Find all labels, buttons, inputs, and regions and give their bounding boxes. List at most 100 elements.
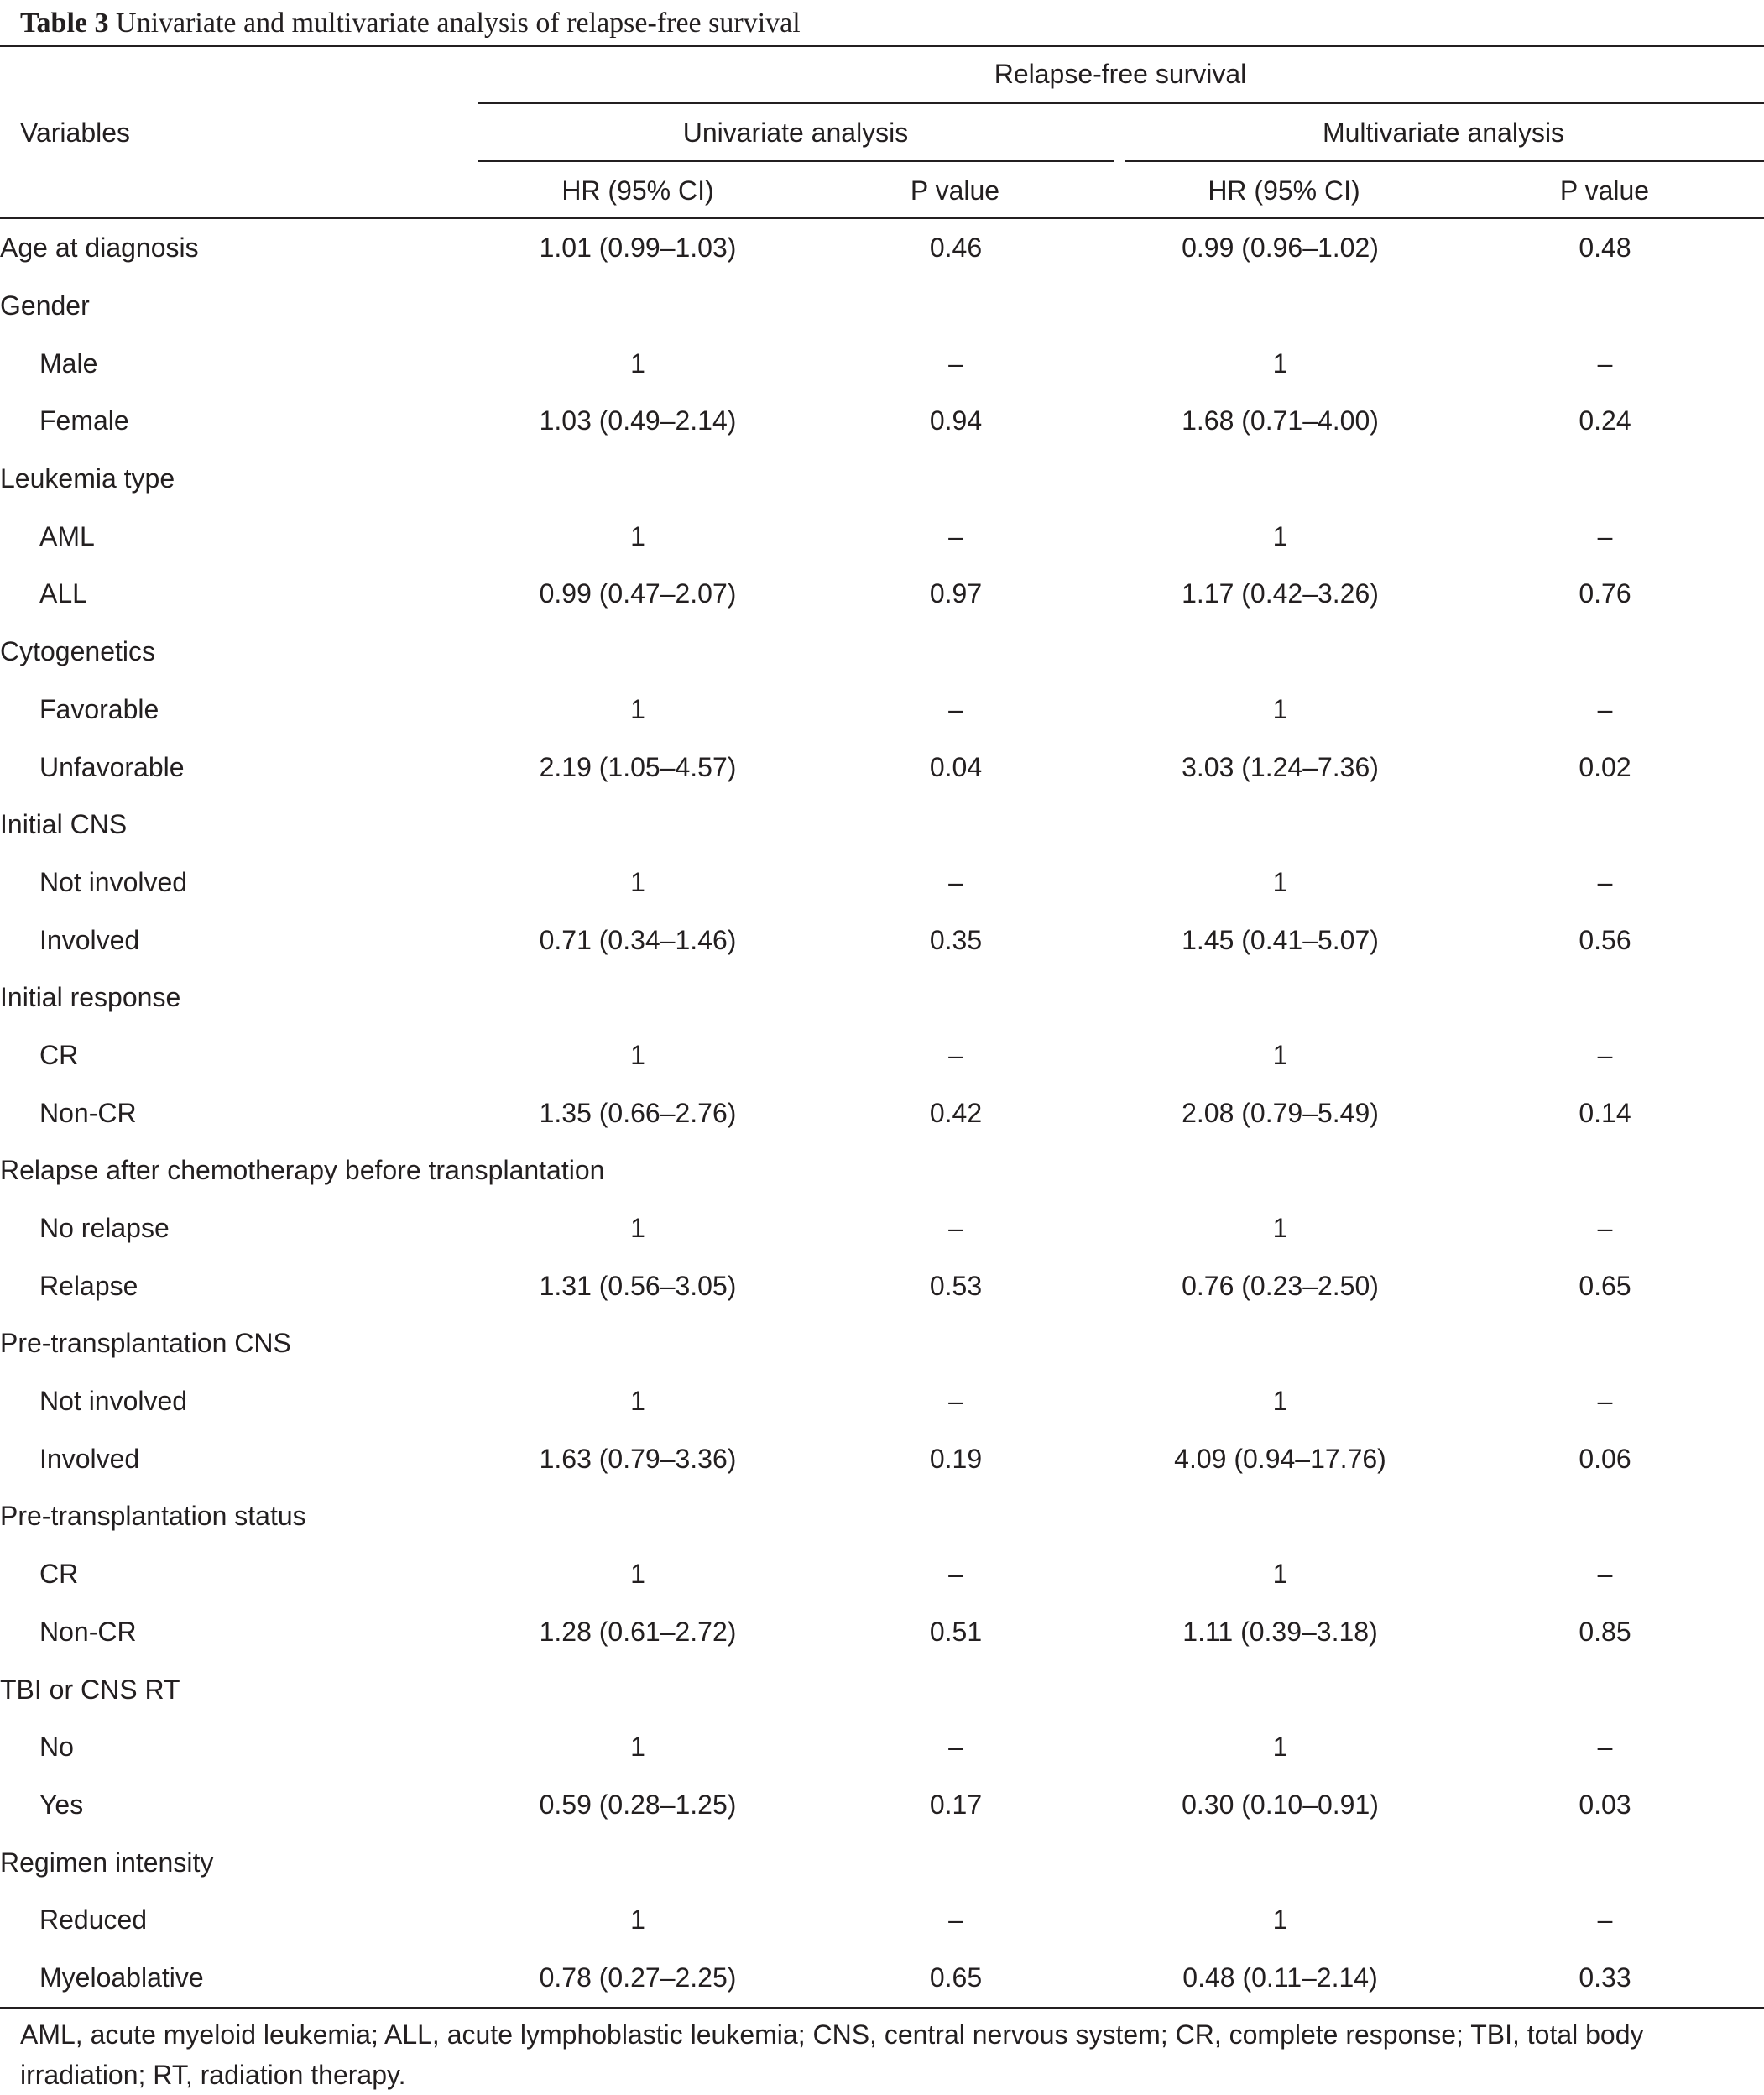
univariate-hr-header: HR (95% CI) [561, 175, 714, 206]
univariate-p-cell [797, 796, 1114, 854]
univariate-p-header: P value [910, 175, 1000, 206]
data-table: Age at diagnosis 1.01 (0.99–1.03) 0.46 0.99… [0, 219, 1764, 2006]
table-row: Myeloablative 0.78 (0.27–2.25) 0.65 0.48 (0… [0, 1949, 1764, 2007]
multivariate-p-cell: – [1597, 1039, 1613, 1070]
multivariate-header: Multivariate analysis [1322, 118, 1565, 148]
variable-cell: TBI or CNS RT [0, 1674, 180, 1705]
multivariate-p-cell: 0.48 [1579, 232, 1631, 264]
multivariate-p-cell [1446, 1314, 1764, 1372]
univariate-hr-cell [478, 277, 797, 335]
variable-cell: Leukemia type [0, 463, 175, 494]
variable-cell: Not involved [39, 1386, 188, 1417]
table-row: Unfavorable 2.19 (1.05–4.57) 0.04 3.03 (1.2… [0, 738, 1764, 796]
univariate-p-cell: – [948, 1904, 963, 1936]
multivariate-hr-cell [1114, 1314, 1446, 1372]
multivariate-p-header: P value [1559, 175, 1650, 206]
univariate-hr-cell [478, 1833, 797, 1891]
multivariate-p-cell: 0.76 [1579, 578, 1631, 609]
multivariate-hr-cell: 1 [1272, 1213, 1288, 1244]
multivariate-hr-cell: 3.03 (1.24–7.36) [1182, 751, 1379, 782]
table-row: Pre-transplantation CNS [0, 1314, 1764, 1372]
multivariate-hr-cell: 0.99 (0.96–1.02) [1182, 232, 1379, 264]
univariate-hr-cell: 2.19 (1.05–4.57) [539, 751, 737, 782]
table-row: Initial CNS [0, 796, 1764, 854]
univariate-p-cell: 0.19 [929, 1443, 983, 1474]
table-row: Regimen intensity [0, 1833, 1764, 1891]
table-row: No relapse 1 – 1 – [0, 1199, 1764, 1257]
group-header: Relapse-free survival [994, 59, 1247, 89]
univariate-hr-cell: 1.01 (0.99–1.03) [539, 232, 737, 264]
multivariate-hr-cell: 0.76 (0.23–2.50) [1182, 1270, 1379, 1301]
multivariate-hr-cell: 1 [1272, 1904, 1288, 1936]
multivariate-p-cell: 0.24 [1579, 405, 1631, 436]
univariate-hr-cell: 0.78 (0.27–2.25) [539, 1962, 737, 1993]
multivariate-p-cell: 0.56 [1579, 924, 1631, 955]
multivariate-hr-cell [1114, 450, 1446, 508]
multivariate-hr-cell: 0.48 (0.11–2.14) [1182, 1962, 1378, 1993]
multivariate-hr-cell: 1 [1272, 1732, 1288, 1763]
univariate-hr-cell: 0.99 (0.47–2.07) [539, 578, 737, 609]
table-row: Leukemia type [0, 450, 1764, 508]
table-row: Pre-transplantation status [0, 1487, 1764, 1545]
univariate-p-cell [797, 1142, 1114, 1199]
univariate-p-cell: 0.97 [929, 578, 983, 609]
variable-cell: Male [39, 347, 98, 379]
table-row: Not involved 1 – 1 – [0, 854, 1764, 912]
univariate-p-cell: 0.17 [929, 1789, 983, 1820]
univariate-p-cell: – [948, 1039, 963, 1070]
variable-cell: Pre-transplantation status [0, 1501, 306, 1532]
table-row: Female 1.03 (0.49–2.14) 0.94 1.68 (0.71–4.0… [0, 392, 1764, 450]
univariate-hr-cell [478, 1314, 797, 1372]
variable-cell: Non-CR [39, 1097, 137, 1128]
univariate-p-cell: 0.51 [929, 1616, 983, 1647]
table-row: AML 1 – 1 – [0, 507, 1764, 565]
multivariate-hr-cell: 1 [1272, 1559, 1288, 1590]
univariate-p-cell: 0.04 [929, 751, 983, 782]
univariate-hr-cell: 1.03 (0.49–2.14) [539, 405, 737, 436]
variable-cell: AML [39, 520, 95, 551]
univariate-hr-cell: 1.35 (0.66–2.76) [539, 1097, 737, 1128]
multivariate-p-cell [1446, 1487, 1764, 1545]
univariate-p-cell: 0.53 [929, 1270, 983, 1301]
multivariate-p-cell: 0.65 [1579, 1270, 1631, 1301]
multivariate-p-cell: 0.02 [1579, 751, 1631, 782]
table-row: No 1 – 1 – [0, 1718, 1764, 1776]
variable-cell: Initial response [0, 982, 181, 1013]
univariate-p-cell: 0.94 [929, 405, 983, 436]
multivariate-hr-cell [1114, 277, 1446, 335]
multivariate-hr-cell: 4.09 (0.94–17.76) [1174, 1443, 1386, 1474]
univariate-hr-cell [478, 796, 797, 854]
variable-cell: CR [39, 1039, 79, 1070]
table-row: Relapse after chemotherapy before transp… [0, 1142, 1764, 1199]
univariate-hr-cell: 1 [630, 347, 645, 379]
univariate-hr-cell [478, 969, 797, 1027]
univariate-hr-cell [478, 1660, 797, 1718]
multivariate-p-cell [1446, 969, 1764, 1027]
variable-cell: Not involved [39, 866, 188, 897]
multivariate-hr-cell [1114, 969, 1446, 1027]
table-label: Table 3 [20, 8, 109, 39]
multivariate-hr-cell: 1.45 (0.41–5.07) [1182, 924, 1379, 955]
univariate-p-cell: – [948, 1559, 963, 1590]
multivariate-hr-cell: 1 [1272, 347, 1288, 379]
table-row: Favorable 1 – 1 – [0, 681, 1764, 739]
multivariate-p-cell: 0.06 [1579, 1443, 1631, 1474]
univariate-p-cell [797, 969, 1114, 1027]
multivariate-p-cell [1446, 623, 1764, 681]
multivariate-p-cell: – [1597, 1559, 1613, 1590]
table-row: Age at diagnosis 1.01 (0.99–1.03) 0.46 0.99… [0, 219, 1764, 277]
univariate-hr-cell: 1 [630, 1559, 645, 1590]
table-row: ALL 0.99 (0.47–2.07) 0.97 1.17 (0.42–3.26) 0… [0, 565, 1764, 623]
header-rule [0, 217, 1764, 219]
multivariate-p-cell [1446, 1833, 1764, 1891]
univariate-hr-cell: 1 [630, 1732, 645, 1763]
univariate-p-cell: – [948, 1386, 963, 1417]
variable-cell: Non-CR [39, 1616, 137, 1647]
multivariate-hr-cell [1114, 796, 1446, 854]
variable-cell: Initial CNS [0, 809, 128, 840]
univariate-p-cell [797, 450, 1114, 508]
variable-cell: Cytogenetics [0, 636, 155, 667]
univariate-p-cell [797, 1833, 1114, 1891]
table-title: Univariate and multivariate analysis of … [116, 8, 801, 39]
